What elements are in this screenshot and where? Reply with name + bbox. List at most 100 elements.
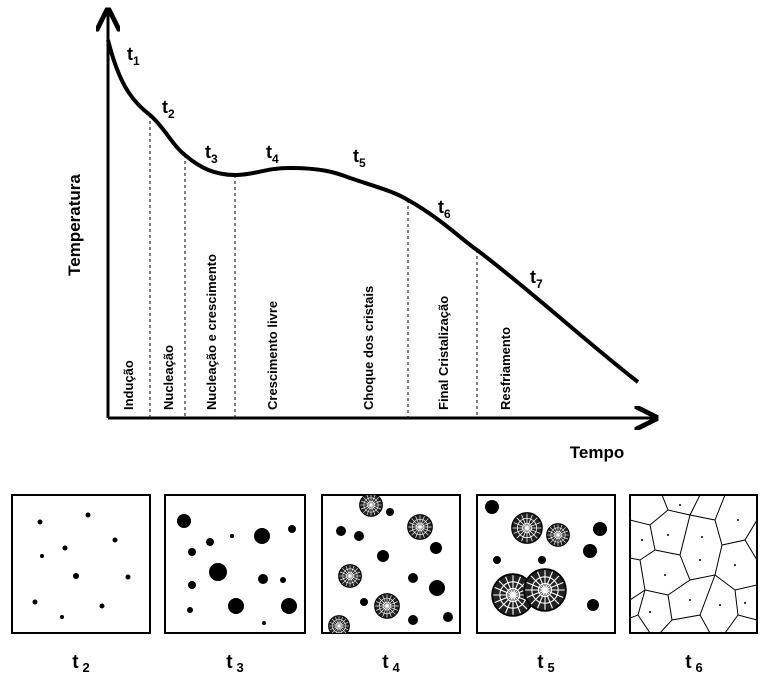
shape: [430, 542, 442, 554]
shape: [689, 599, 691, 601]
stage-label: Indução: [121, 360, 136, 410]
t: t: [72, 652, 79, 673]
shape: [664, 574, 666, 576]
diagram: Temperatura Tempo t1 t2 t3 t4 t5 t6 t7 I…: [0, 0, 760, 675]
spherulite: [408, 515, 433, 540]
shape: [719, 604, 721, 606]
shape: [209, 563, 227, 581]
shape: [429, 580, 445, 596]
sub: 6: [696, 660, 703, 675]
sub: 5: [359, 156, 366, 170]
stage-label: Final Cristalização: [436, 296, 451, 410]
sub: 3: [237, 660, 244, 675]
t: t: [226, 652, 233, 673]
shape: [408, 573, 418, 583]
curve-label: t2: [162, 97, 175, 121]
shape: [126, 575, 131, 580]
stage-label: Resfriamento: [498, 327, 513, 410]
curve-label: t5: [353, 146, 366, 170]
spherulite: [375, 594, 400, 619]
spherulite: [360, 494, 383, 517]
shape: [86, 513, 91, 518]
y-axis-label: Temperatura: [65, 174, 84, 276]
t: t: [685, 652, 692, 673]
shape: [188, 581, 196, 589]
spherulite: [524, 569, 566, 611]
sub: 4: [393, 660, 401, 675]
shape: [701, 536, 703, 538]
stage-label: Nucleação: [161, 345, 176, 410]
shape: [408, 615, 418, 625]
shape: [336, 526, 346, 536]
stage-dividers: [150, 115, 477, 418]
shape: [40, 554, 44, 558]
shape: [443, 612, 453, 622]
shape: [360, 598, 368, 606]
shape: [386, 508, 394, 516]
page: Diagram {"axes": {"y_label": "Temperatur…: [0, 0, 760, 675]
shape: [734, 564, 736, 566]
shape: [737, 519, 739, 521]
shape: [100, 604, 105, 609]
shape: [63, 546, 68, 551]
shape: [262, 621, 266, 625]
t: t: [537, 652, 544, 673]
shape: [113, 538, 118, 543]
sub: 6: [444, 207, 451, 221]
sub: 4: [272, 152, 279, 166]
spherulite: [512, 513, 542, 543]
shape: [667, 534, 669, 536]
stage-label: Crescimento livre: [265, 301, 280, 410]
shape: [228, 598, 244, 614]
shape: [281, 598, 297, 614]
shape: [254, 528, 270, 544]
shape: [288, 525, 296, 533]
shape: [188, 548, 196, 556]
x-axis-label: Tempo: [570, 443, 624, 462]
stage-label: Nucleação e crescimento: [204, 254, 219, 410]
stage-label: Choque dos cristais: [361, 286, 376, 410]
shape: [206, 538, 214, 546]
curve-label: t4: [266, 142, 279, 166]
shape: [583, 544, 597, 558]
shape: [679, 504, 681, 506]
sub: 2: [83, 660, 90, 675]
shape: [230, 534, 234, 538]
shape: [377, 550, 389, 562]
shape: [649, 611, 651, 613]
shape: [177, 514, 191, 528]
sub: 1: [133, 54, 140, 68]
curve-label: t1: [127, 44, 140, 68]
shape: [187, 607, 193, 613]
shape: [744, 602, 746, 604]
shape: [699, 559, 701, 561]
t: t: [382, 652, 389, 673]
panel: [12, 495, 150, 633]
sub: 3: [211, 152, 218, 166]
sub: 5: [548, 660, 555, 675]
shape: [33, 600, 38, 605]
body: Temperatura Tempo t1 t2 t3 t4 t5 t6 t7 I…: [0, 0, 760, 675]
shape: [38, 520, 43, 525]
spherulite: [339, 565, 362, 588]
curve-label: t6: [438, 197, 451, 221]
sub: 7: [536, 277, 543, 291]
shape: [280, 577, 286, 583]
shape: [493, 556, 501, 564]
sub: 2: [168, 107, 175, 121]
spherulite: [547, 524, 570, 547]
shape: [354, 531, 364, 541]
shape: [258, 574, 268, 584]
shape: [587, 599, 599, 611]
shape: [641, 539, 643, 541]
shape: [60, 615, 64, 619]
shape: [485, 500, 499, 514]
panel: [477, 495, 615, 633]
curve-label: t7: [530, 267, 543, 291]
shape: [593, 522, 607, 536]
